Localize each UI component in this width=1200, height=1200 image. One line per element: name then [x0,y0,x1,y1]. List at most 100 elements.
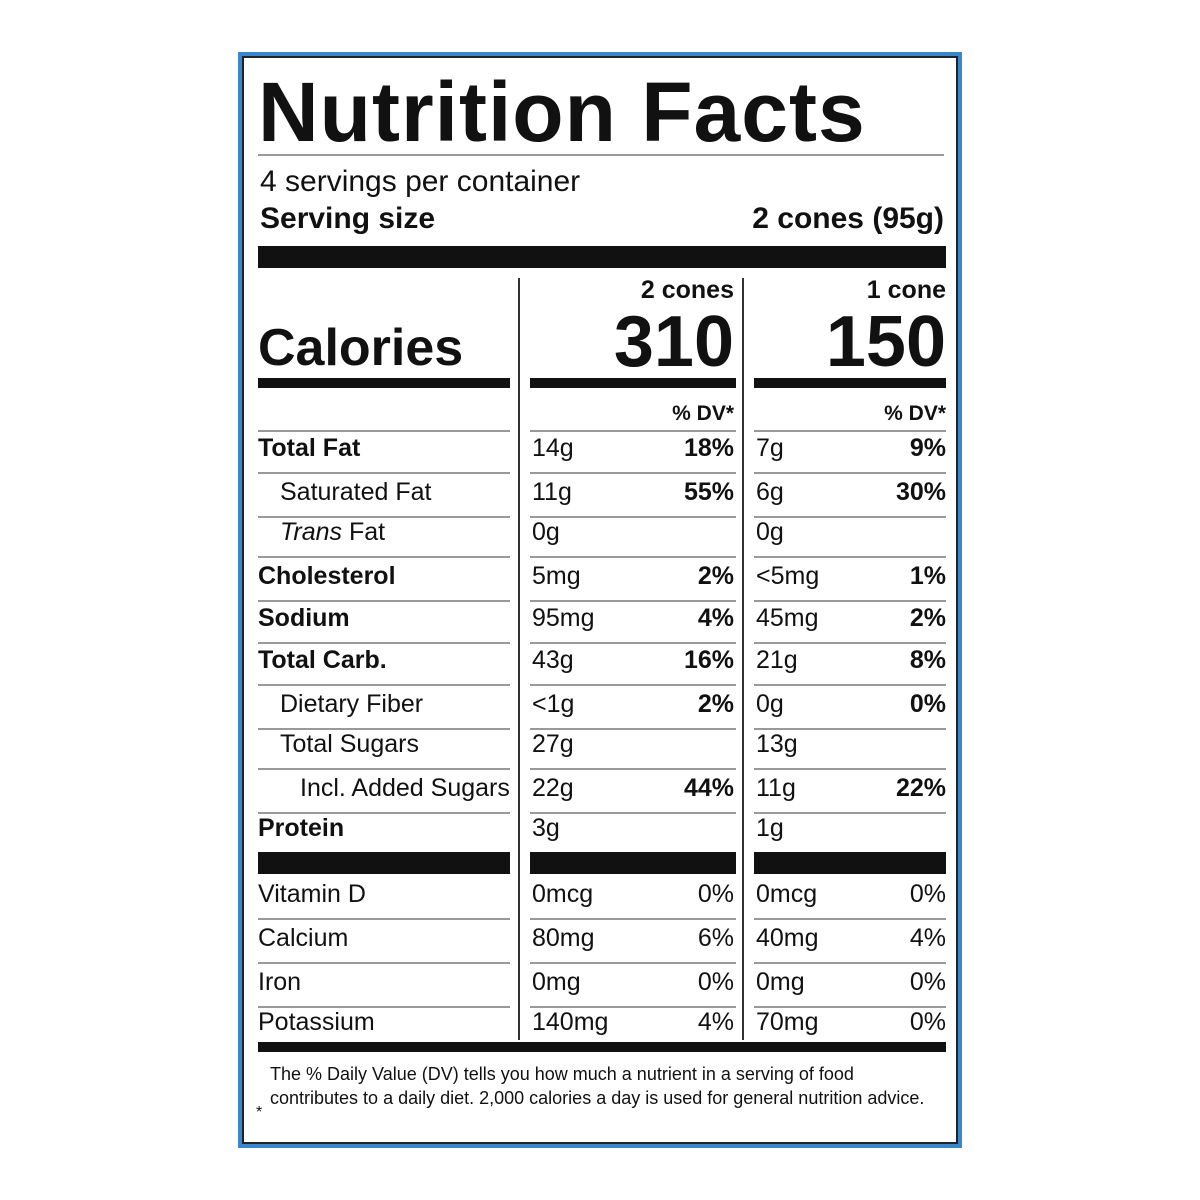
nutrient-label-rest: Fat [342,518,386,546]
nutrient-6-sep-label [258,728,510,730]
vitamin-label: Iron [258,968,302,996]
nutrient-5-sep-col2 [754,684,946,686]
serving-size-label: Serving size [260,202,436,235]
col1-percent: 4% [697,604,734,632]
col2-amount: 21g [756,646,798,674]
col2-amount: 0mg [756,968,805,996]
col1-amount: 5mg [532,562,581,590]
nutrient-4-sep-col1 [530,642,736,644]
col2-percent: 9% [909,434,946,462]
col2-amount: 13g [756,730,798,758]
nutrient-label: Incl. Added Sugars [300,774,510,802]
col2-dv-header: % DV* [884,402,946,425]
col1-amount: 14g [532,434,574,462]
nutrient-label: Total Sugars [280,730,419,758]
col1-amount: 3g [532,814,560,842]
col1-percent: 55% [683,478,734,506]
vitamin-1-sep-col2 [754,962,946,964]
vitamin-label: Vitamin D [258,880,366,908]
nutrient-0-sep-col2 [754,472,946,474]
col1-amount: 0mg [532,968,581,996]
col2-percent: 4% [909,924,946,952]
nutrient-2-sep-label [258,556,510,558]
nutrient-3-sep-col1 [530,600,736,602]
vitamin-bar-label [258,852,510,874]
col2-amount: <5mg [756,562,820,590]
calories-bar-label [258,378,510,388]
vitamin-0-sep-col2 [754,918,946,920]
col1-amount: 22g [532,774,574,802]
nutrient-5-sep-label [258,684,510,686]
nutrient-label: Sodium [258,604,350,632]
header-sep-col1 [530,430,736,432]
calories-bar-col1 [530,378,736,388]
column-divider-2 [742,278,744,1040]
col2-amount: 70mg [756,1008,819,1036]
col2-amount: 45mg [756,604,819,632]
nutrient-0-sep-col1 [530,472,736,474]
col2-amount: 40mg [756,924,819,952]
col2-amount: 0g [756,690,784,718]
nutrient-3-sep-label [258,600,510,602]
col1-percent: 0% [697,968,734,996]
col1-amount: 0g [532,518,560,546]
col1-amount: 95mg [532,604,595,632]
nutrient-2-sep-col2 [754,556,946,558]
vitamin-label: Calcium [258,924,349,952]
label-title: Nutrition Facts [258,65,866,159]
vitamin-2-sep-col1 [530,1006,736,1008]
col1-amount: 140mg [532,1008,609,1036]
nutrient-label: Total Carb. [258,646,387,674]
col2-percent: 1% [909,562,946,590]
nutrient-8-sep-col2 [754,812,946,814]
col2-amount: 7g [756,434,784,462]
serving-size-value: 2 cones (95g) [752,202,944,235]
col1-percent: 2% [697,690,734,718]
col2-percent: 2% [909,604,946,632]
col1-percent: 18% [683,434,734,462]
vitamin-1-sep-col1 [530,962,736,964]
nutrient-7-sep-col2 [754,768,946,770]
col1-amount: 11g [532,478,572,506]
vitamin-0-sep-label [258,918,510,920]
vitamin-2-sep-label [258,1006,510,1008]
col2-percent: 0% [909,968,946,996]
col2-percent: 22% [895,774,946,802]
vitamin-bar-col2 [754,852,946,874]
nutrient-1-sep-label [258,516,510,518]
calories-label: Calories [258,319,464,377]
col1-amount: 0mcg [532,880,594,908]
col1-header: 2 cones [640,276,734,304]
col2-percent: 0% [909,880,946,908]
footnote-text: The % Daily Value (DV) tells you how muc… [270,1064,925,1108]
nutrient-5-sep-col1 [530,684,736,686]
col1-amount: 27g [532,730,574,758]
col2-percent: 30% [895,478,946,506]
calories-bar-col2 [754,378,946,388]
nutrient-label: Trans Fat [280,518,385,547]
col2-amount: 6g [756,478,784,506]
nutrient-6-sep-col2 [754,728,946,730]
nutrient-label: Saturated Fat [280,478,432,506]
nutrient-7-sep-col1 [530,768,736,770]
col2-amount: 0g [756,518,784,546]
nutrient-8-sep-col1 [530,812,736,814]
col1-amount: <1g [532,690,575,718]
col2-header: 1 cone [866,276,946,304]
vitamin-1-sep-label [258,962,510,964]
col2-percent: 0% [909,1008,946,1036]
header-sep-col2 [754,430,946,432]
col1-percent: 16% [683,646,734,674]
col2-amount: 1g [756,814,784,842]
col2-percent: 0% [909,690,946,718]
col1-dv-header: % DV* [672,402,734,425]
nutrient-label: Total Fat [258,434,361,462]
vitamin-2-sep-col2 [754,1006,946,1008]
col1-amount: 80mg [532,924,595,952]
col2-amount: 11g [756,774,796,802]
col2-calories: 150 [825,302,946,382]
nutrient-label: Dietary Fiber [280,690,424,718]
nutrient-6-sep-col1 [530,728,736,730]
nutrient-8-sep-label [258,812,510,814]
servings-per-container: 4 servings per container [260,165,581,198]
